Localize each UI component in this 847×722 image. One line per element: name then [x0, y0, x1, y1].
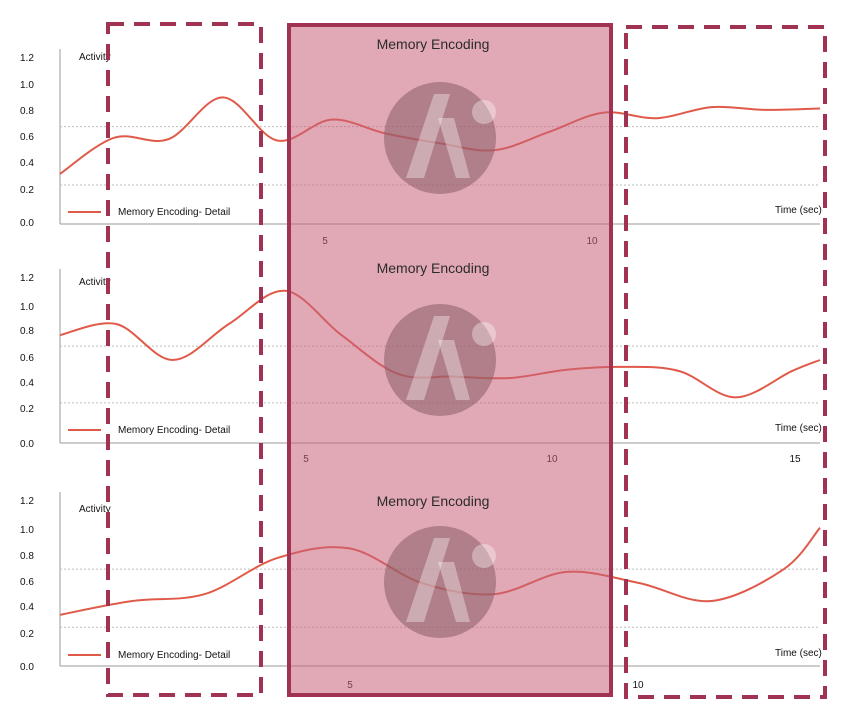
y-tick-label: 1.2 — [20, 496, 34, 507]
y-axis-label: Activity — [79, 504, 111, 515]
x-axis-label: Time (sec) — [775, 648, 822, 659]
y-tick-label: 1.2 — [20, 53, 34, 64]
x-axis-label: Time (sec) — [775, 205, 822, 216]
y-tick-label: 1.0 — [20, 80, 34, 91]
watermark-disc — [384, 82, 496, 194]
y-tick-label: 0.6 — [20, 577, 34, 588]
y-tick-label: 0.2 — [20, 404, 34, 415]
watermark-stroke-left — [406, 94, 450, 178]
x-tick-label: 10 — [632, 680, 644, 691]
pre-encoding-dashed-frame — [106, 22, 263, 697]
watermark-stroke-right — [438, 340, 470, 400]
watermark-dot — [472, 100, 496, 124]
watermark-stroke-left — [406, 316, 450, 400]
y-tick-label: 0.2 — [20, 629, 34, 640]
watermark-disc — [384, 526, 496, 638]
legend-label: Memory Encoding- Detail — [118, 425, 230, 436]
y-tick-label: 0.6 — [20, 132, 34, 143]
watermark-stroke-right — [438, 562, 470, 622]
y-tick-label: 0.4 — [20, 158, 34, 169]
y-tick-label: 0.8 — [20, 326, 34, 337]
watermark-stroke-right — [438, 118, 470, 178]
y-tick-label: 1.0 — [20, 525, 34, 536]
x-axis-label: Time (sec) — [775, 423, 822, 434]
watermark-dot — [472, 544, 496, 568]
y-tick-label: 0.8 — [20, 106, 34, 117]
a-logo-watermark-icon — [384, 304, 496, 416]
a-logo-watermark-icon — [384, 526, 496, 638]
y-tick-label: 0.4 — [20, 378, 34, 389]
panel-title: Memory Encoding — [377, 493, 490, 509]
a-logo-watermark-icon — [384, 82, 496, 194]
y-tick-label: 0.6 — [20, 353, 34, 364]
y-tick-label: 1.0 — [20, 302, 34, 313]
y-tick-label: 0.0 — [20, 439, 34, 450]
panel-title: Memory Encoding — [377, 260, 490, 276]
y-tick-label: 0.0 — [20, 662, 34, 673]
post-encoding-dashed-frame — [624, 25, 827, 699]
y-tick-label: 0.4 — [20, 602, 34, 613]
watermark-stroke-left — [406, 538, 450, 622]
y-axis-label: Activity — [79, 277, 111, 288]
y-tick-label: 0.0 — [20, 218, 34, 229]
y-tick-label: 1.2 — [20, 273, 34, 284]
legend-label: Memory Encoding- Detail — [118, 650, 230, 661]
watermark-dot — [472, 322, 496, 346]
highlight-overlay: Memory Encoding Memory Encoding Memory Enc… — [106, 22, 827, 699]
watermark-disc — [384, 304, 496, 416]
panel-title: Memory Encoding — [377, 36, 490, 52]
y-axis-label: Activity — [79, 52, 111, 63]
y-tick-label: 0.8 — [20, 551, 34, 562]
x-tick-label: 15 — [789, 454, 801, 465]
y-tick-label: 0.2 — [20, 185, 34, 196]
legend-label: Memory Encoding- Detail — [118, 207, 230, 218]
